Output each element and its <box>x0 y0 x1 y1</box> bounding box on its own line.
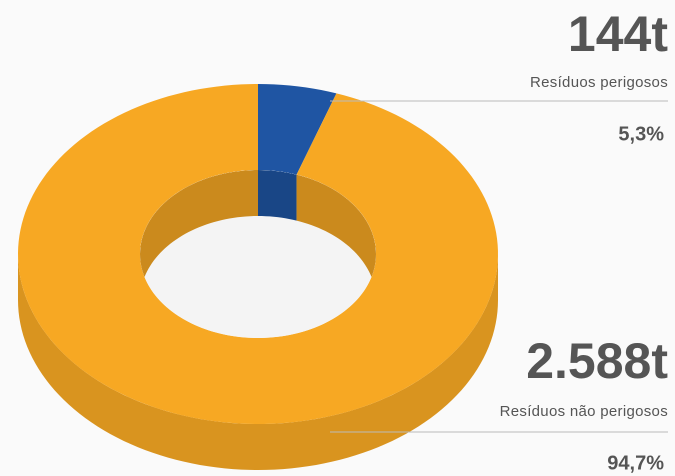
slice <box>18 84 498 424</box>
labels: 144t Resíduos perigosos 5,3% 2.588t Resíduos… <box>330 6 668 474</box>
amount-label: 2.588t <box>526 333 668 389</box>
amount-label: 144t <box>568 6 668 62</box>
inner-wall <box>258 170 297 221</box>
category-label: Resíduos não perigosos <box>500 403 668 420</box>
inner-wall <box>140 170 258 300</box>
category-label: Resíduos perigosos <box>530 74 668 91</box>
slice <box>258 84 337 175</box>
inner-walls <box>140 170 376 300</box>
value-label: 5,3% <box>618 123 664 145</box>
outer-wall <box>18 254 498 470</box>
value-label: 94,7% <box>607 452 664 474</box>
inner-wall <box>296 174 376 300</box>
donut <box>18 84 498 470</box>
